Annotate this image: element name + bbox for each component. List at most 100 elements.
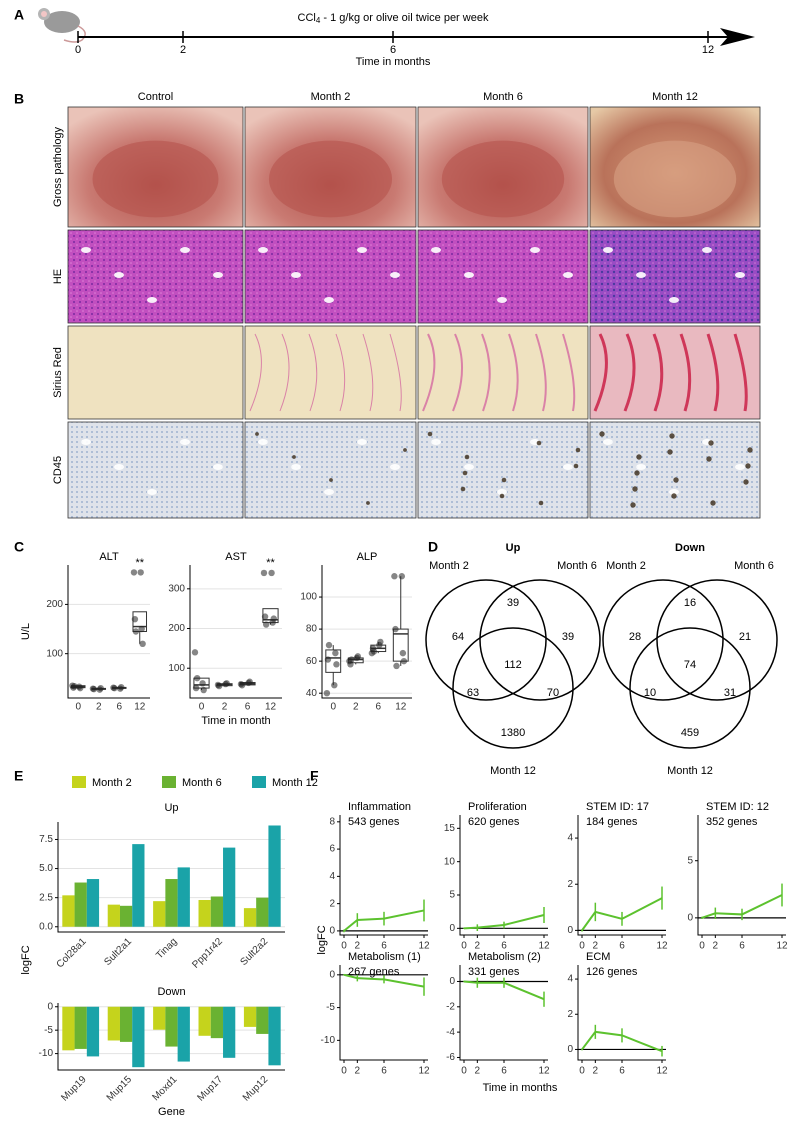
- cd45-stain: [710, 500, 716, 506]
- fibrosis-septum: [308, 333, 318, 412]
- venn-count: 74: [684, 659, 696, 671]
- legend-label: Month 6: [182, 777, 222, 789]
- venn-count: 28: [629, 631, 641, 643]
- x-tick-label: 2: [713, 941, 719, 952]
- y-tick-label: 200: [46, 599, 63, 610]
- vessel: [702, 247, 712, 253]
- data-point: [132, 628, 140, 635]
- micrograph: [417, 421, 589, 519]
- y-tick-label: 100: [300, 592, 317, 603]
- x-tick-label: 2: [353, 702, 359, 713]
- x-tick-label: Mup12: [241, 1074, 271, 1104]
- cd45-stain: [499, 493, 505, 499]
- liver-lobe: [268, 140, 393, 218]
- vessel: [114, 272, 124, 278]
- vessel: [390, 464, 400, 470]
- x-tick-label: Mup19: [59, 1074, 89, 1104]
- vessel: [669, 489, 679, 495]
- x-tick-label: 12: [418, 941, 430, 952]
- venn-count: 39: [507, 597, 519, 609]
- x-tick-label: 0: [199, 702, 205, 713]
- x-tick-label: 0: [579, 941, 585, 952]
- timeline-tick-label: 2: [180, 44, 186, 56]
- data-point: [90, 685, 98, 693]
- fibrosis-septum: [535, 333, 547, 412]
- fibrosis-septum: [389, 333, 402, 412]
- column-label: Control: [138, 91, 173, 103]
- data-point: [71, 682, 78, 690]
- x-tick-label: 6: [116, 702, 122, 713]
- axes: [189, 565, 282, 699]
- axes: [577, 815, 666, 936]
- bar: [86, 879, 100, 927]
- venn-set-label: Month 2: [429, 560, 469, 572]
- vessel: [431, 247, 441, 253]
- vessel: [147, 297, 157, 303]
- bar: [119, 1006, 133, 1042]
- bar: [210, 1006, 224, 1039]
- timeline-arrow: [720, 28, 755, 46]
- legend-label: Month 2: [92, 777, 132, 789]
- vessel: [357, 247, 367, 253]
- x-tick-label: 0: [461, 941, 467, 952]
- vessel: [147, 489, 157, 495]
- legend-swatch: [72, 776, 86, 788]
- bar: [256, 1006, 269, 1034]
- fibrosis-septum: [481, 333, 491, 412]
- micrograph: [589, 229, 761, 324]
- panel-label: B: [14, 91, 24, 107]
- bar: [223, 847, 236, 927]
- axes: [577, 965, 666, 1061]
- x-tick-label: 12: [776, 941, 788, 952]
- cd45-stain: [671, 493, 677, 499]
- vessel: [636, 464, 646, 470]
- mean-line: [463, 914, 545, 930]
- data-point: [191, 649, 199, 656]
- vessel: [735, 464, 745, 470]
- venn-circle: [656, 579, 778, 701]
- data-point: [131, 615, 139, 623]
- cd45-stain: [743, 479, 749, 485]
- y-tick-label: 0: [329, 926, 335, 937]
- vessel: [258, 247, 268, 253]
- x-tick-label: 6: [381, 941, 387, 952]
- micrograph: [417, 325, 589, 420]
- panel-subtitle: 267 genes: [348, 966, 400, 978]
- timeline-tick-label: 0: [75, 44, 81, 56]
- row-label: HE: [52, 269, 64, 284]
- chart-title: AST: [225, 551, 247, 563]
- row-label: Gross pathology: [52, 126, 64, 207]
- fibrosis-septum: [335, 333, 346, 412]
- y-tick-label: 2: [329, 898, 335, 909]
- y-tick-label: 7.5: [39, 834, 53, 845]
- cd45-stain: [673, 477, 679, 483]
- x-tick-label: 0: [75, 702, 81, 713]
- vessel: [431, 439, 441, 445]
- x-axis-label: Time in month: [201, 715, 270, 727]
- mean-line: [581, 897, 663, 931]
- vessel: [464, 464, 474, 470]
- data-point: [193, 674, 201, 682]
- panel-subtitle: 184 genes: [586, 816, 638, 828]
- x-axis-label: Gene: [158, 1106, 185, 1118]
- y-tick-label: 40: [306, 688, 318, 699]
- fibrosis-septum: [362, 333, 374, 412]
- liver-lobe: [92, 140, 219, 218]
- y-tick-label: -5: [44, 1025, 53, 1036]
- timeline-tick-label: 6: [390, 44, 396, 56]
- y-tick-label: -10: [39, 1048, 54, 1059]
- venn-circle: [425, 579, 547, 701]
- fibrosis-septum: [733, 333, 748, 412]
- x-tick-label: 2: [593, 1066, 599, 1077]
- y-tick-label: 60: [306, 656, 318, 667]
- y-axis-label: U/L: [20, 623, 32, 640]
- y-tick-label: 10: [444, 856, 456, 867]
- y-tick-label: 0: [449, 923, 455, 934]
- bar: [243, 908, 257, 927]
- fibrosis-septum: [422, 333, 436, 412]
- data-point: [324, 656, 332, 663]
- x-tick-label: Col28a1: [55, 936, 89, 970]
- data-point: [130, 569, 138, 576]
- cd45-stain: [427, 431, 433, 437]
- x-tick-label: 6: [501, 1066, 507, 1077]
